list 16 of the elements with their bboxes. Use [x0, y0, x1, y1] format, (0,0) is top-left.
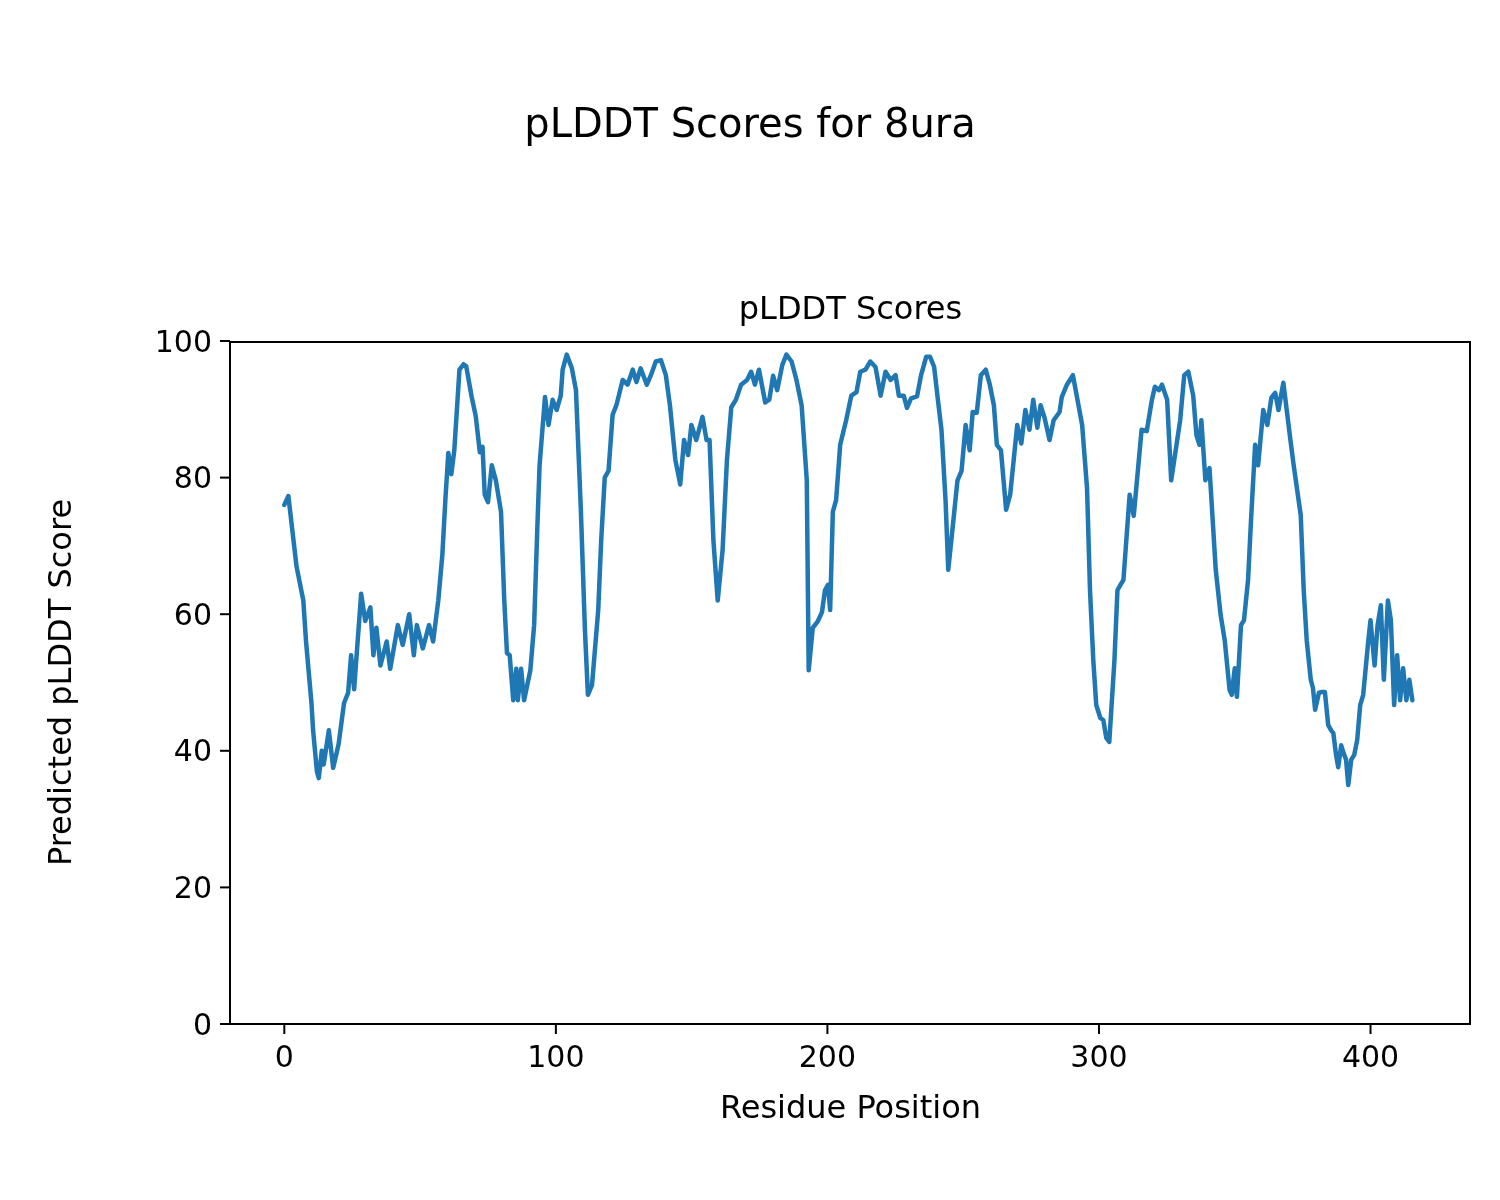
y-tick-label: 40 [173, 733, 212, 769]
x-tick-label: 400 [1341, 1039, 1400, 1075]
x-tick-label: 200 [798, 1039, 857, 1075]
x-tick-label: 300 [1070, 1039, 1128, 1075]
y-tick-label: 0 [192, 1006, 212, 1042]
x-tick-label: 0 [274, 1039, 294, 1075]
x-tick-label: 100 [527, 1039, 585, 1075]
y-tick-label: 60 [173, 596, 212, 632]
y-tick-label: 80 [173, 460, 212, 496]
y-tick-label: 100 [154, 323, 212, 359]
y-tick-label: 20 [173, 870, 212, 906]
chart-subtitle: pLDDT Scores [737, 289, 964, 327]
x-axis-title: Residue Position [719, 1088, 982, 1126]
line-series [282, 352, 1415, 788]
chart-title: pLDDT Scores for 8ura [523, 100, 977, 146]
y-axis-title: Predicted pLDDT Score [41, 498, 80, 867]
